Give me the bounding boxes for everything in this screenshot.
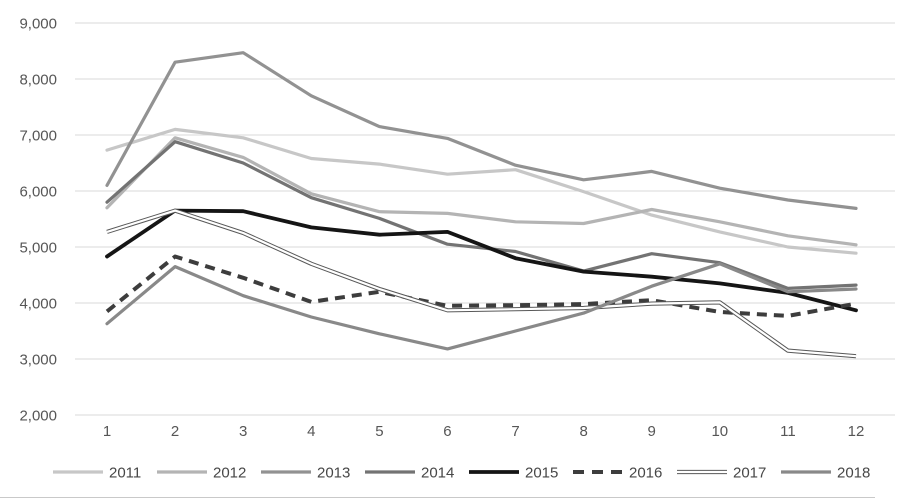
x-axis-tick-label: 9 — [648, 423, 656, 440]
y-axis-tick-label: 4,000 — [19, 296, 57, 313]
x-axis-tick-label: 5 — [375, 423, 383, 440]
y-axis-tick-label: 9,000 — [19, 16, 57, 33]
series-line-2017-outer — [106, 208, 857, 359]
x-axis-tick-labels: 1 2 3 4 5 6 7 8 9 10 11 12 — [103, 423, 865, 440]
y-axis-tick-labels: 2,000 3,000 4,000 5,000 6,000 7,000 8,000 9,000 — [19, 16, 57, 425]
legend-label: 2017 — [733, 465, 766, 482]
x-axis-tick-label: 10 — [711, 423, 728, 440]
y-axis-tick-label: 7,000 — [19, 128, 57, 145]
legend-item-2012: 2012 — [157, 465, 246, 482]
x-axis-tick-label: 11 — [780, 423, 796, 440]
y-axis-tick-label: 5,000 — [19, 240, 57, 257]
legend-label: 2016 — [629, 465, 662, 482]
y-axis-tick-label: 3,000 — [19, 352, 57, 369]
y-axis-tick-label: 2,000 — [19, 408, 57, 425]
x-axis-tick-label: 7 — [511, 423, 519, 440]
x-axis-tick-label: 6 — [443, 423, 451, 440]
x-axis-tick-label: 4 — [307, 423, 315, 440]
legend-item-2016: 2016 — [573, 465, 662, 482]
series-line-2014 — [105, 140, 858, 290]
legend-item-2011: 2011 — [53, 465, 141, 482]
x-axis-tick-label: 8 — [579, 423, 587, 440]
y-axis-tick-label: 8,000 — [19, 72, 57, 89]
series-line-2018 — [105, 262, 858, 351]
x-axis-tick-label: 3 — [239, 423, 247, 440]
legend-item-2015: 2015 — [469, 465, 558, 482]
series-line-2013 — [105, 51, 858, 210]
series-line-2015 — [105, 208, 858, 313]
legend-label: 2011 — [109, 465, 141, 482]
series-lines — [105, 51, 858, 359]
legend-item-2017: 2017 — [677, 465, 766, 482]
legend-label: 2015 — [525, 465, 558, 482]
legend-label: 2013 — [317, 465, 350, 482]
x-axis-tick-label: 12 — [848, 423, 865, 440]
x-axis-tick-label: 2 — [171, 423, 179, 440]
legend-item-2018: 2018 — [781, 465, 870, 482]
x-axis-tick-label: 1 — [103, 423, 111, 440]
legend-item-2014: 2014 — [365, 465, 454, 482]
series-line-2017-inner — [106, 209, 857, 358]
series-line-2012 — [105, 136, 858, 247]
legend-label: 2012 — [213, 465, 246, 482]
series-line-2011 — [105, 127, 858, 255]
y-axis-tick-label: 6,000 — [19, 184, 57, 201]
legend-item-2013: 2013 — [261, 465, 350, 482]
legend: 2011 2012 2013 2014 2015 2016 2017 2018 — [53, 465, 870, 482]
legend-label: 2018 — [837, 465, 870, 482]
legend-label: 2014 — [421, 465, 454, 482]
